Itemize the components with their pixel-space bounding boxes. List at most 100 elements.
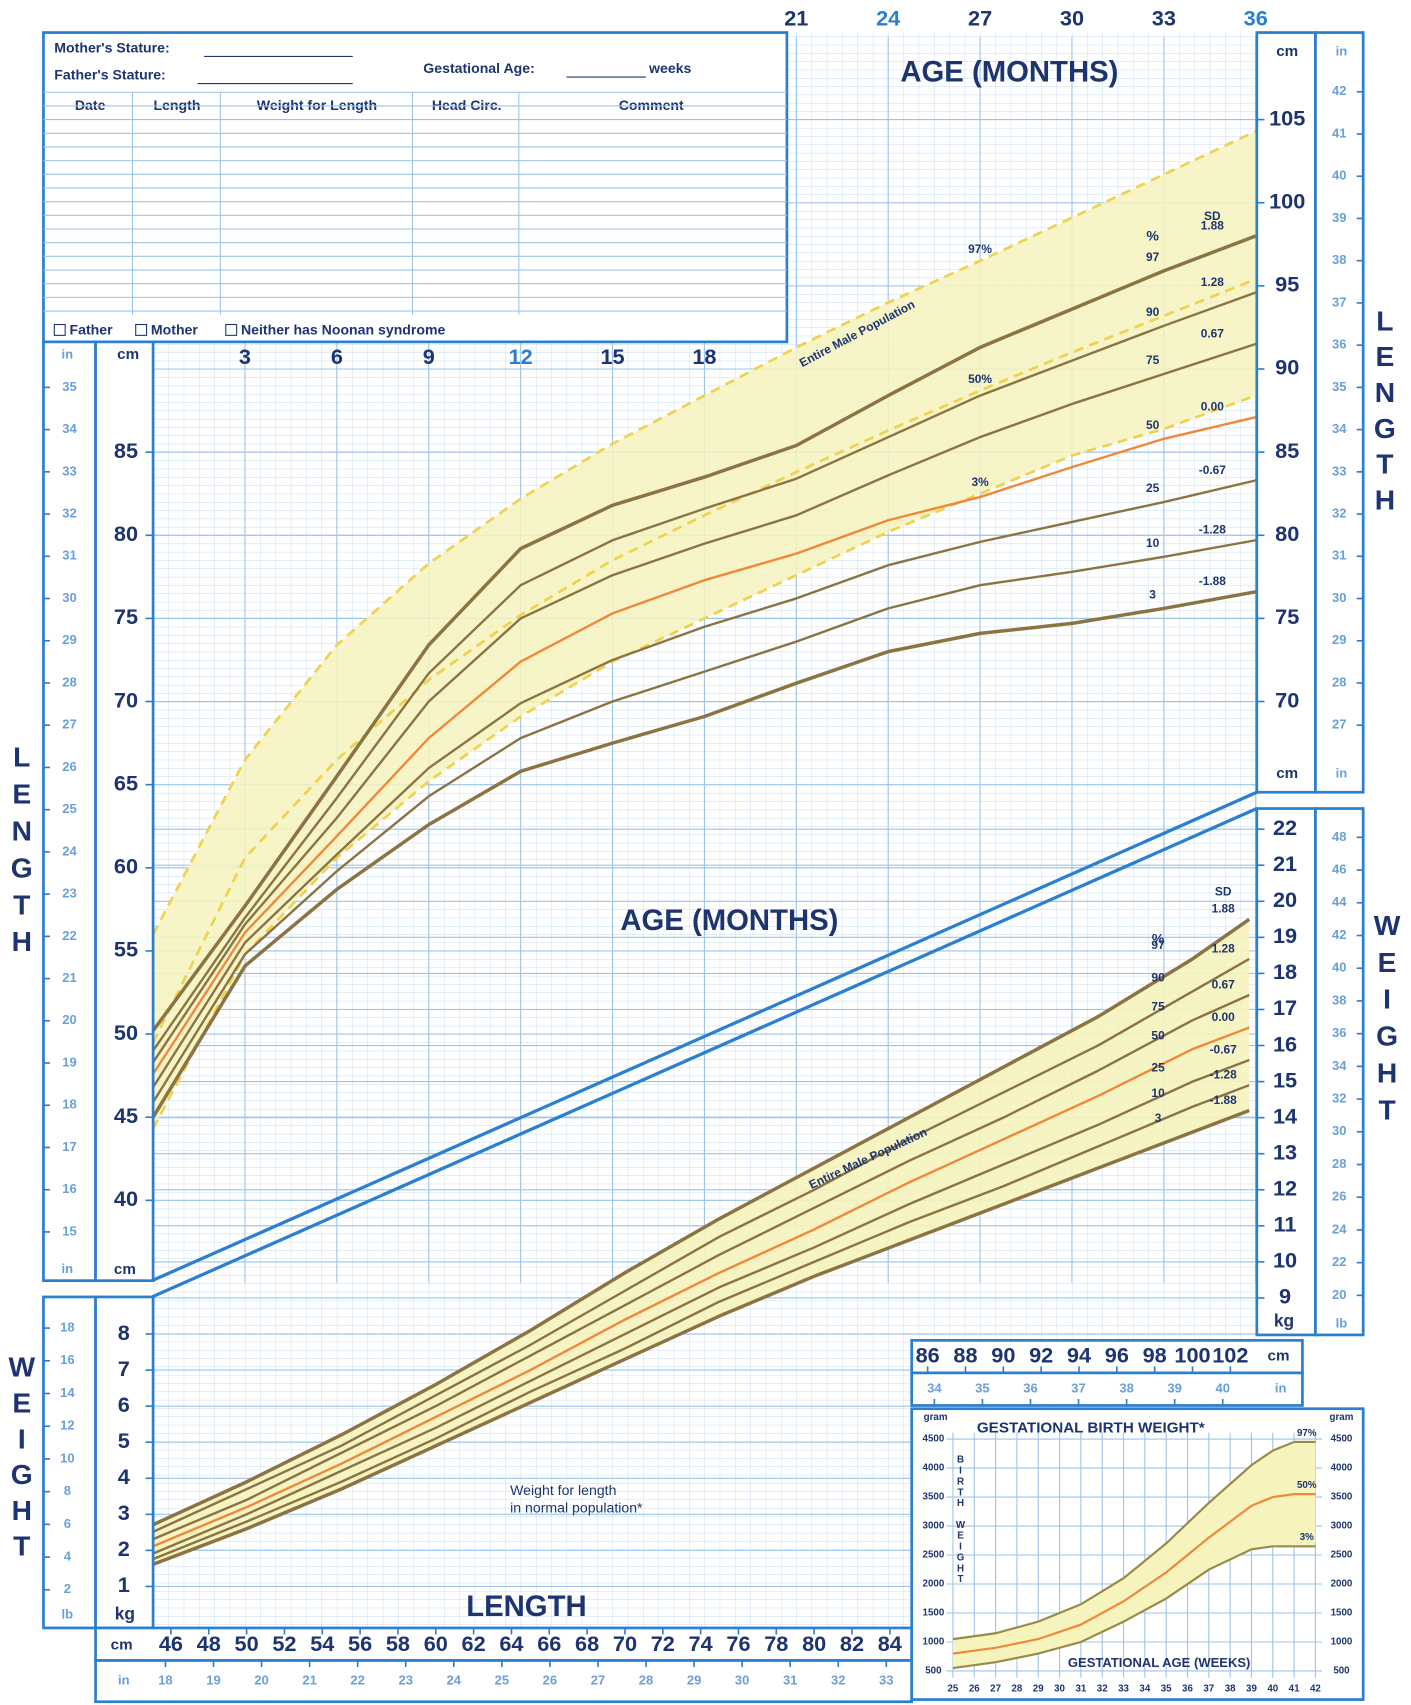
column-header: Head Circ.	[432, 97, 502, 113]
y-tick-label: 30	[1332, 590, 1346, 605]
y-tick-label: 70	[114, 687, 138, 712]
x-tick-label: 62	[462, 1631, 486, 1656]
x-tick-label: 94	[1067, 1342, 1091, 1367]
y-tick-label: 31	[62, 548, 76, 563]
y-tick-label: 1000	[923, 1637, 945, 1648]
checkbox[interactable]	[135, 323, 148, 336]
unit-label: in	[1275, 1381, 1287, 1396]
x-tick-label: 66	[537, 1631, 561, 1656]
legend-label: 90	[1151, 971, 1165, 985]
y-tick-label: 500	[925, 1666, 942, 1677]
y-tick-label: 29	[1332, 632, 1346, 647]
y-tick-label: 21	[1273, 851, 1297, 876]
x-tick-label: 60	[424, 1631, 448, 1656]
x-tick-label: 78	[764, 1631, 788, 1656]
x-tick-label: 100	[1174, 1342, 1210, 1367]
y-tick-label: 45	[114, 1103, 138, 1128]
y-tick-label: 2000	[923, 1579, 945, 1590]
legend-heading: %	[1146, 227, 1159, 243]
y-tick-label: 32	[1332, 1091, 1346, 1106]
x-tick-label: 3	[239, 344, 251, 369]
record-form: Mother's Stature: Father's Stature: Gest…	[42, 31, 789, 344]
unit-label: cm	[114, 1261, 136, 1278]
y-tick-label: 3500	[923, 1492, 945, 1503]
y-tick-label: 100	[1269, 188, 1305, 213]
x-tick-label: 41	[1289, 1683, 1300, 1694]
x-tick-label: 50	[235, 1631, 259, 1656]
reference-label: 97%	[968, 242, 992, 256]
checkbox[interactable]	[225, 323, 238, 336]
x-tick-label: 46	[159, 1631, 183, 1656]
y-tick-label: 80	[114, 521, 138, 546]
y-tick-label: 42	[1332, 83, 1346, 98]
form-label: Mother's Stature:	[54, 40, 169, 56]
x-tick-label: 58	[386, 1631, 410, 1656]
x-tick-label: 12	[509, 344, 533, 369]
sd-label: -1.88	[1210, 1093, 1238, 1107]
x-tick-label: 30	[1054, 1683, 1065, 1694]
y-tick-label: 35	[62, 379, 76, 394]
series-line	[151, 917, 1251, 1527]
y-tick-label: 42	[1332, 927, 1346, 942]
series-line	[151, 993, 1250, 1541]
unit-label: kg	[1274, 1310, 1294, 1330]
separator	[151, 790, 1258, 1299]
y-tick-label: 27	[62, 717, 76, 732]
legend-label: 97%	[1297, 1428, 1317, 1439]
x-tick-label: 54	[310, 1631, 334, 1656]
y-tick-label: 6	[64, 1516, 71, 1531]
series-line	[151, 1108, 1250, 1567]
y-tick-label: 55	[114, 937, 138, 962]
x-tick-label: 80	[802, 1631, 826, 1656]
y-tick-label: 19	[1273, 923, 1297, 948]
y-tick-label: 44	[1332, 894, 1347, 909]
y-tick-label: 41	[1332, 125, 1346, 140]
y-tick-label: 18	[62, 1097, 76, 1112]
y-tick-label: 31	[1332, 548, 1346, 563]
checkbox[interactable]	[53, 323, 66, 336]
y-tick-label: 22	[1273, 815, 1297, 840]
y-tick-label: 38	[1332, 992, 1346, 1007]
y-tick-label: 32	[62, 506, 76, 521]
x-tick-label: 96	[1105, 1342, 1129, 1367]
x-tick-label: 34	[927, 1381, 942, 1396]
x-tick-label: 68	[575, 1631, 599, 1656]
x-tick-label: 26	[543, 1673, 557, 1688]
x-tick-label: 34	[1139, 1683, 1150, 1694]
column-header: Weight for Length	[257, 97, 377, 113]
x-tick-label: 39	[1167, 1381, 1181, 1396]
unit-label: kg	[115, 1603, 135, 1623]
band	[151, 919, 1250, 1565]
y-tick-label: 37	[1332, 294, 1346, 309]
y-tick-label: 34	[1332, 1058, 1347, 1073]
x-tick-label: 33	[1118, 1683, 1129, 1694]
unit-label: in	[62, 346, 74, 361]
y-tick-label: 40	[1332, 960, 1346, 975]
reference-label: 50%	[968, 372, 992, 386]
y-tick-label: 1500	[923, 1608, 945, 1619]
y-tick-label: 26	[1332, 1189, 1346, 1204]
x-tick-label: 28	[639, 1673, 653, 1688]
x-tick-label: 36	[1182, 1683, 1193, 1694]
x-tick-label: 19	[206, 1673, 220, 1688]
x-tick-label: 18	[692, 344, 716, 369]
y-tick-label: 2000	[1331, 1579, 1353, 1590]
annotation: in normal population*	[510, 1499, 643, 1515]
x-tick-label: 30	[735, 1673, 749, 1688]
y-tick-label: 27	[1332, 717, 1346, 732]
y-tick-label: 105	[1269, 105, 1305, 130]
x-tick-label: 64	[499, 1631, 523, 1656]
y-tick-label: 46	[1332, 861, 1346, 876]
y-tick-label: 23	[62, 886, 76, 901]
y-tick-label: 22	[62, 928, 76, 943]
axis-strip	[1255, 807, 1317, 1337]
x-tick-label: 9	[423, 344, 435, 369]
axis-strip	[1314, 31, 1365, 794]
checkbox-label: Neither has Noonan syndrome	[241, 322, 446, 338]
x-tick-label: 42	[1310, 1683, 1321, 1694]
y-tick-label: 16	[62, 1181, 76, 1196]
x-tick-label: 90	[991, 1342, 1015, 1367]
x-tick-label: 22	[350, 1673, 364, 1688]
x-tick-label: 76	[726, 1631, 750, 1656]
